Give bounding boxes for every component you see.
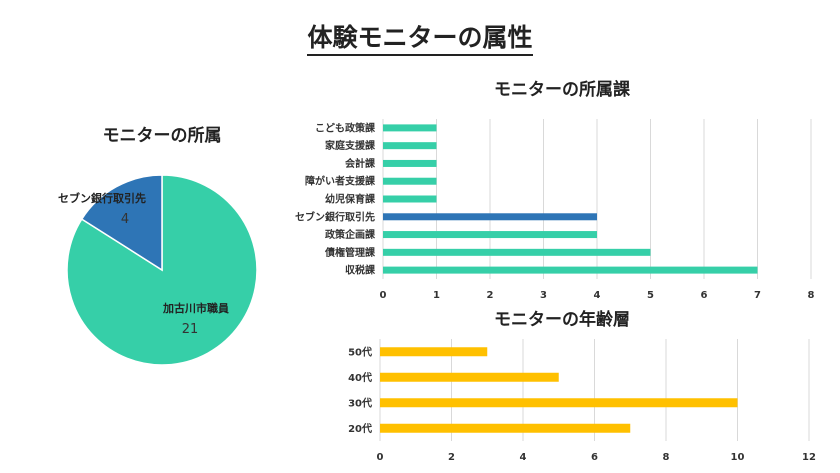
- x-tick-label: 10: [731, 452, 745, 463]
- bar: [380, 423, 631, 433]
- x-tick-label: 6: [591, 452, 598, 463]
- pie-slice: [80, 174, 163, 272]
- x-tick-label: 6: [701, 290, 708, 301]
- category-label: セブン銀行取引先: [295, 210, 375, 223]
- age-chart-body: 0 2 4 6 8 10 12 50代 40代 30代 20代: [348, 339, 816, 463]
- x-tick-label: 1: [433, 290, 440, 301]
- bar: [383, 159, 437, 167]
- category-label: 50代: [348, 345, 372, 358]
- category-label: 政策企画課: [325, 228, 375, 241]
- category-label: 幼児保育課: [325, 193, 375, 206]
- x-tick-label: 4: [520, 452, 527, 463]
- bar: [383, 248, 651, 256]
- age-chart-title: モニターの年齢層: [494, 309, 630, 330]
- pie-slice-value: 4: [121, 212, 129, 227]
- x-tick-label: 2: [448, 452, 455, 463]
- bar: [383, 231, 597, 239]
- pie-chart-title: モニターの所属: [103, 126, 222, 146]
- x-tick-label: 5: [647, 290, 654, 301]
- category-label: こども政策課: [315, 121, 375, 134]
- category-label: 30代: [348, 396, 372, 409]
- page-title-text: 体験モニターの属性: [307, 23, 533, 56]
- bar: [383, 177, 437, 185]
- page-title: 体験モニターの属性: [0, 18, 840, 56]
- bar: [380, 347, 488, 357]
- category-label: 会計課: [345, 157, 375, 170]
- pie-slice-label: セブン銀行取引先: [58, 191, 146, 205]
- pie-slice-value: 21: [182, 322, 199, 337]
- bar: [383, 266, 758, 274]
- x-tick-label: 7: [754, 290, 761, 301]
- age-bar-chart: モニターの年齢層 0 2 4 6 8 10 12 50代 40代 30代 20代: [348, 309, 816, 463]
- category-label: 債権管理課: [324, 246, 375, 259]
- category-label: 20代: [348, 422, 372, 435]
- x-tick-label: 8: [663, 452, 670, 463]
- x-tick-label: 12: [802, 452, 816, 463]
- bar: [380, 398, 738, 408]
- bar: [383, 195, 437, 203]
- bar: [383, 213, 597, 221]
- x-tick-label: 0: [377, 452, 384, 463]
- x-tick-label: 3: [540, 290, 547, 301]
- x-tick-label: 0: [380, 290, 387, 301]
- category-label: 40代: [348, 371, 372, 384]
- pie-chart: モニターの所属 加古川市職員 21 セブン銀行取引先 4: [58, 126, 258, 366]
- bar: [380, 372, 559, 382]
- category-label: 収税課: [345, 264, 375, 277]
- department-bar-chart: モニターの所属課 0 1 2 3 4 5 6 7 8 こども政策課家庭支援課会計課障がい者支援課幼…: [295, 79, 815, 301]
- bar: [383, 142, 437, 150]
- department-chart-body: 0 1 2 3 4 5 6 7 8 こども政策課家庭支援課会計課障がい者支援課幼児保育課セブン銀行…: [295, 119, 815, 301]
- pie-slices: [66, 174, 258, 366]
- bar: [383, 124, 437, 132]
- category-label: 障がい者支援課: [305, 175, 375, 188]
- pie-slice-label: 加古川市職員: [162, 301, 229, 315]
- category-label: 家庭支援課: [325, 139, 375, 152]
- x-tick-label: 8: [808, 290, 815, 301]
- department-chart-title: モニターの所属課: [494, 79, 631, 100]
- pie-labels: 加古川市職員 21 セブン銀行取引先 4: [58, 191, 229, 337]
- x-tick-label: 4: [594, 290, 601, 301]
- x-tick-label: 2: [487, 290, 494, 301]
